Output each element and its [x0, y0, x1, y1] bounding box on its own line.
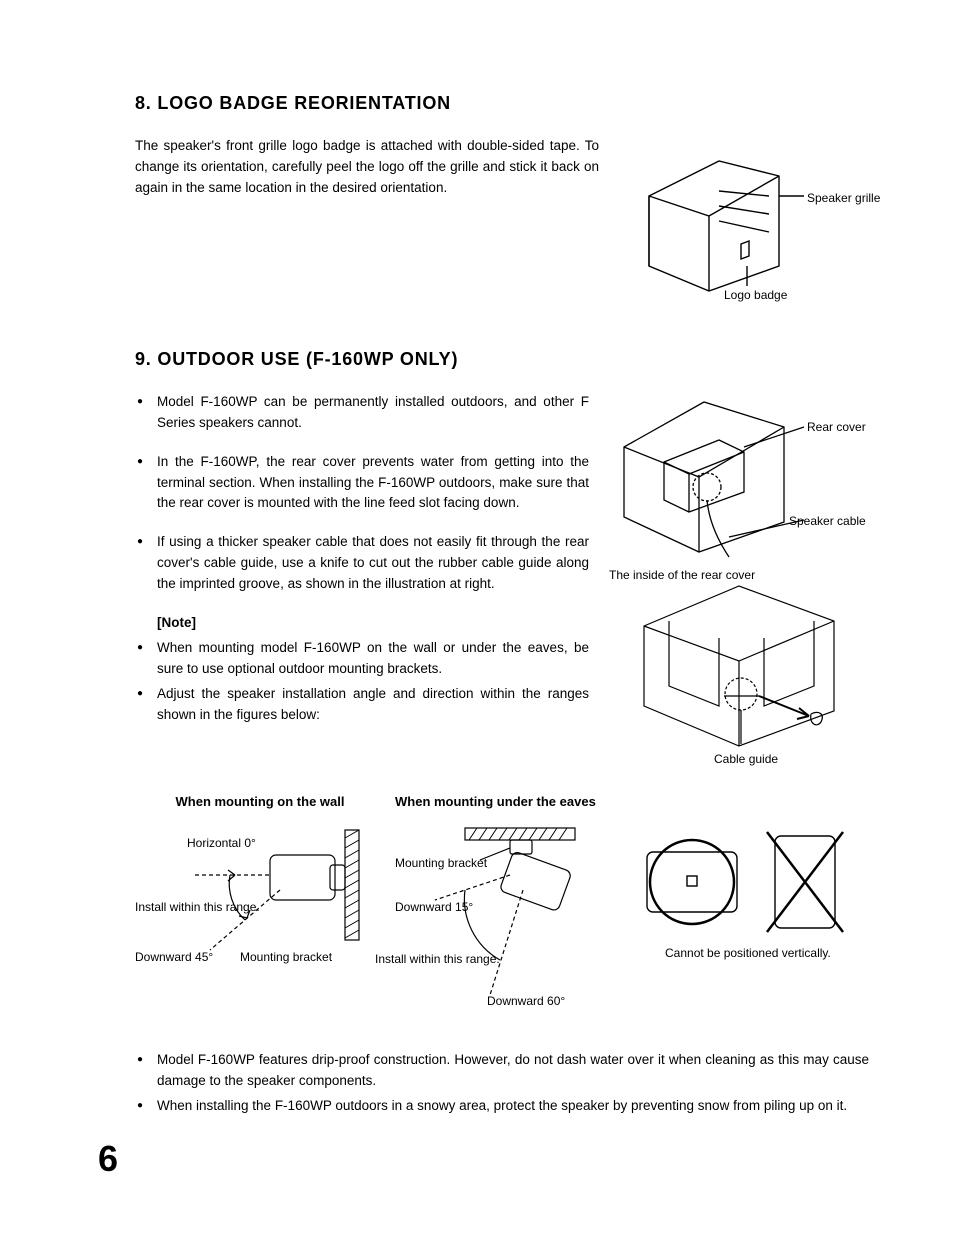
figure-rear-cover: Rear cover Speaker cable [609, 392, 869, 562]
figure-speaker-grille: Speaker grille Logo badge [629, 136, 869, 306]
section9-heading: 9. OUTDOOR USE (F-160WP ONLY) [135, 346, 869, 374]
label-horizontal-0: Horizontal 0° [187, 834, 256, 853]
bullet-item: In the F-160WP, the rear cover prevents … [157, 452, 589, 515]
bullet-item: If using a thicker speaker cable that do… [157, 532, 589, 595]
label-logo-badge: Logo badge [724, 286, 787, 305]
angle-diagrams: When mounting on the wall [135, 792, 869, 1020]
label-down-15: Downward 15° [395, 898, 473, 917]
bullet-item: Model F-160WP can be permanently install… [157, 392, 589, 434]
bullet-item: When installing the F-160WP outdoors in … [157, 1096, 869, 1117]
label-speaker-grille: Speaker grille [807, 189, 880, 208]
final-bullets: Model F-160WP features drip-proof constr… [135, 1050, 869, 1117]
section8-heading: 8. LOGO BADGE REORIENTATION [135, 90, 869, 118]
section8-body: The speaker's front grille logo badge is… [135, 136, 599, 306]
note-heading: [Note] [157, 613, 589, 634]
label-mounting-bracket: Mounting bracket [240, 948, 332, 967]
caption-inside: The inside of the rear cover [609, 566, 755, 585]
section9-bullets: Model F-160WP can be permanently install… [135, 392, 589, 595]
bullet-item: Adjust the speaker installation angle an… [157, 684, 589, 726]
label-install-range-2: Install within this range. [375, 950, 500, 969]
bullet-item: When mounting model F-160WP on the wall … [157, 638, 589, 680]
bullet-item: Model F-160WP features drip-proof constr… [157, 1050, 869, 1092]
label-speaker-cable: Speaker cable [789, 512, 866, 531]
wall-title: When mounting on the wall [135, 792, 385, 812]
note-bullets: When mounting model F-160WP on the wall … [135, 638, 589, 726]
label-mounting-bracket-2: Mounting bracket [395, 854, 487, 873]
label-install-range: Install within this range. [135, 898, 260, 917]
eaves-title: When mounting under the eaves [395, 792, 625, 812]
page-number: 6 [98, 1131, 118, 1187]
label-down-45: Downward 45° [135, 948, 213, 967]
label-down-60: Downward 60° [487, 992, 565, 1011]
label-rear-cover: Rear cover [807, 418, 866, 437]
label-cannot-vertical: Cannot be positioned vertically. [665, 944, 831, 963]
figure-inside-cover: The inside of the rear cover [609, 566, 869, 766]
figure-cannot-vertical: Cannot be positioned vertically. [635, 822, 865, 972]
label-cable-guide: Cable guide [714, 750, 778, 769]
